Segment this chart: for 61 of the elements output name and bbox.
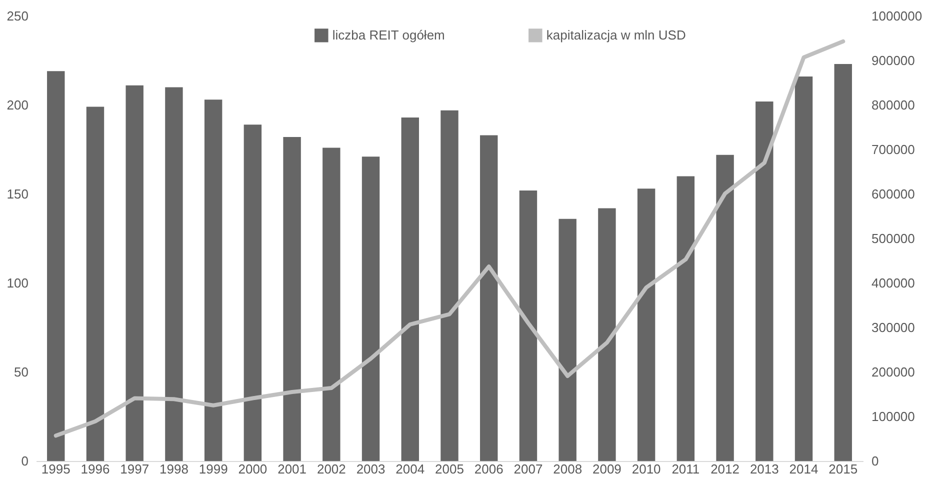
y-tick-label: 0	[21, 454, 28, 468]
legend-label: kapitalizacja w mln USD	[546, 27, 686, 42]
x-tick-label: 1996	[80, 462, 110, 476]
y-tick-label: 150	[6, 186, 28, 202]
x-tick-label: 2005	[435, 462, 464, 476]
x-tick-label: 2008	[553, 462, 582, 476]
y-tick-label: 250	[6, 8, 28, 24]
y2-tick-label: 400000	[872, 276, 915, 290]
x-tick-label: 2010	[632, 462, 661, 476]
x-tick-label: 1997	[120, 462, 150, 476]
bar	[794, 76, 813, 461]
bar	[362, 156, 380, 461]
bar	[322, 148, 340, 461]
bar	[283, 137, 301, 461]
bar	[480, 135, 498, 461]
bar	[47, 71, 65, 461]
bar	[676, 176, 695, 461]
legend-label: liczba REIT ogółem	[332, 27, 445, 42]
bar	[126, 85, 144, 461]
bar	[637, 188, 656, 461]
y-tick-label: 50	[14, 364, 28, 380]
bar	[558, 218, 576, 461]
y2-tick-label: 300000	[872, 320, 915, 335]
bar	[519, 190, 538, 461]
y2-tick-label: 900000	[872, 53, 915, 68]
bar	[165, 87, 183, 461]
x-tick-label: 2000	[238, 462, 268, 476]
bar	[244, 124, 262, 461]
x-tick-label: 2001	[278, 462, 307, 476]
x-tick-label: 1998	[160, 462, 188, 476]
x-tick-label: 2009	[592, 462, 622, 476]
y2-tick-label: 800000	[872, 98, 915, 112]
y2-tick-label: 200000	[872, 364, 915, 380]
y2-tick-label: 600000	[872, 186, 915, 202]
bar	[204, 100, 222, 461]
x-tick-label: 2013	[750, 462, 779, 476]
y2-tick-label: 1000000	[872, 8, 922, 24]
bar	[440, 110, 458, 461]
x-tick-label: 2012	[710, 462, 740, 476]
bar	[834, 64, 852, 461]
y-tick-label: 100	[6, 276, 28, 290]
x-tick-label: 2014	[789, 462, 818, 476]
x-tick-label: 2006	[474, 462, 504, 476]
x-tick-label: 1999	[198, 462, 228, 476]
x-tick-label: 2007	[514, 462, 543, 476]
x-tick-label: 1995	[41, 462, 70, 476]
y2-tick-label: 700000	[872, 142, 915, 157]
bar	[86, 106, 104, 461]
x-tick-label: 2015	[828, 462, 858, 476]
y-tick-label: 200	[6, 98, 28, 112]
bar	[598, 208, 616, 461]
x-tick-label: 2011	[672, 462, 700, 476]
bar	[756, 101, 774, 461]
x-tick-label: 2004	[396, 462, 425, 476]
y2-tick-label: 500000	[872, 231, 915, 246]
x-tick-label: 2003	[356, 462, 386, 476]
y2-tick-label: 100000	[872, 409, 915, 424]
x-tick-label: 2002	[316, 462, 346, 476]
bar	[401, 117, 419, 461]
bar	[716, 154, 734, 461]
y2-tick-label: 0	[872, 454, 879, 468]
